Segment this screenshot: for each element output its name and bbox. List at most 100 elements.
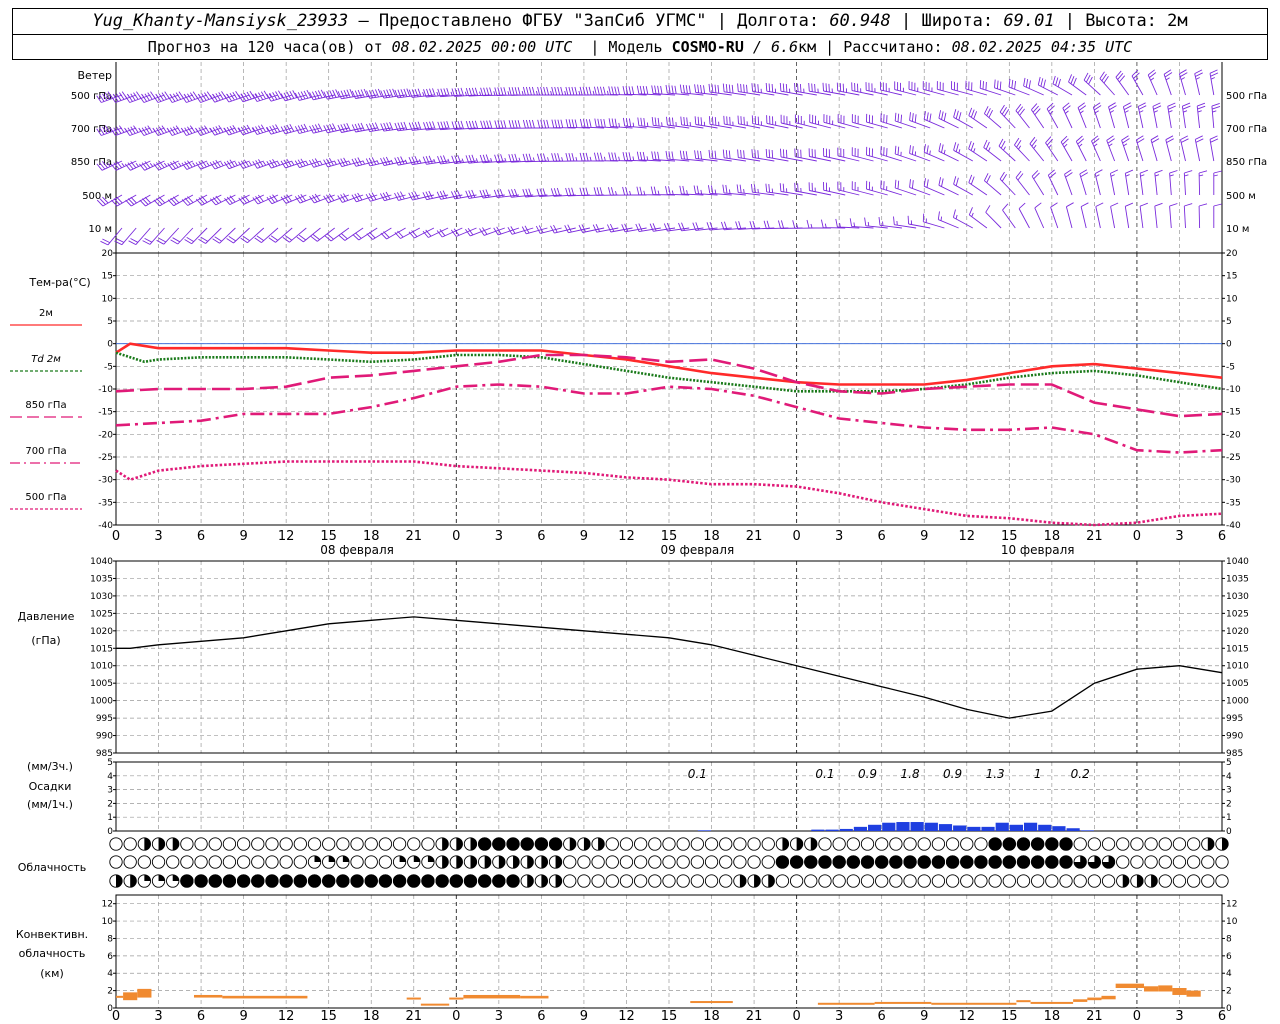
wind-level-label-right: 700 гПа (1226, 124, 1267, 135)
wind-barb (1213, 170, 1222, 195)
y-tick-label-left: 0 (107, 1004, 113, 1014)
conv-x-tick-label: 6 (197, 1009, 205, 1024)
y-tick-label-right: 1020 (1226, 627, 1249, 637)
wind-barb (636, 186, 661, 196)
day-label: 09 февраля (661, 543, 735, 557)
y-tick-label-right: -15 (1226, 408, 1241, 418)
wind-barb (1183, 170, 1193, 196)
cloud-cover-fill (782, 837, 789, 851)
wind-barb (1180, 135, 1189, 162)
wind-level-label-right: 500 м (1226, 191, 1256, 202)
cloud-cover-symbol (619, 837, 634, 851)
wind-barb (968, 140, 988, 162)
cloud-cover-fill (328, 855, 335, 862)
wind-barb (998, 138, 1016, 162)
wind-barb (866, 180, 888, 196)
wind-barb (238, 90, 264, 103)
wind-barb (808, 82, 832, 96)
legend-t2m: 2м (10, 308, 82, 326)
cloud-cover-symbol (151, 855, 166, 869)
wind-level-label: 500 гПа (71, 91, 112, 102)
wind-barb (551, 86, 576, 96)
convective-bar (137, 988, 152, 998)
wind-barb (238, 124, 264, 136)
wind-barb (879, 81, 903, 96)
cloud-cover-fill (754, 874, 761, 888)
conv-axis-unit: (км) (40, 967, 64, 980)
wind-barb (294, 158, 321, 169)
wind-barbs-row (100, 202, 1222, 246)
cloud-cover-fill (583, 837, 591, 851)
precip-3h-label: 0.2 (1071, 767, 1090, 781)
cloud-cover-symbol (1087, 837, 1102, 851)
wind-barb (594, 118, 619, 129)
temp-x-tick-label: 9 (239, 529, 247, 544)
cloud-cover-fill (1222, 837, 1229, 851)
wind-barb (880, 180, 903, 196)
cloud-cover-fill (1122, 874, 1129, 888)
wind-barb (167, 194, 194, 207)
wind-barb (507, 226, 534, 235)
wind-barb (96, 91, 123, 103)
wind-barb (866, 113, 888, 129)
cloud-cover-symbol (690, 855, 705, 869)
precip-bar (853, 826, 868, 831)
wind-barb (823, 114, 846, 129)
wind-barb (170, 227, 194, 245)
wind-barb (537, 119, 562, 129)
cloud-cover-fill (1102, 855, 1115, 869)
wind-barb (1080, 202, 1089, 229)
cloud-cover-symbol (832, 837, 846, 851)
convective-bar (1158, 985, 1173, 992)
convective-bar (931, 1002, 1017, 1005)
model-res-unit: км (798, 38, 817, 56)
wind-barb (1108, 102, 1117, 129)
wind-barb (751, 149, 775, 162)
cloud-panel: Облачность (18, 837, 1229, 888)
cloud-cover-fill (598, 837, 605, 851)
wind-barb (394, 121, 420, 132)
cloud-cover-fill (1002, 855, 1016, 869)
wind-barb (893, 216, 917, 229)
wind-barb (139, 160, 165, 171)
wind-barb (465, 154, 491, 164)
cloud-cover-fill (478, 874, 492, 888)
convective-bar (116, 995, 124, 998)
wind-barb (722, 149, 746, 162)
wind-barb (878, 217, 902, 229)
wind-barb (722, 184, 746, 196)
wind-barb (678, 222, 704, 232)
wind-barb (938, 177, 959, 196)
wind-barb (309, 123, 335, 134)
cloud-cover-fill (427, 855, 435, 862)
provider-text: – Предоставлено ФГБУ "ЗапСиб УГМС" (358, 11, 707, 31)
wind-barb (766, 115, 789, 129)
cloud-cover-fill (442, 837, 449, 851)
pressure-panel: 1040 1040 1035 1035 1030 1030 1025 1025 1020 1020… (18, 557, 1250, 759)
wind-barb (606, 223, 633, 233)
wind-barb (1034, 202, 1045, 229)
convective-bar (1087, 997, 1102, 1001)
temp-series-t700 (115, 383, 1223, 454)
y-tick-label-left: 15 (102, 272, 113, 282)
cloud-cover-symbol (350, 837, 364, 851)
wind-barb (1079, 169, 1089, 196)
wind-barb (153, 91, 179, 103)
conv-x-tick-label: 18 (1044, 1009, 1061, 1024)
wind-barb (849, 218, 874, 229)
precip-panel: 5 5 4 4 3 3 2 2 1 1 0 0 (мм/3ч.) Осадки (мм/1ч.) 0.1 0.1… (27, 758, 1232, 837)
y-tick-label-left: -10 (98, 385, 113, 395)
temp-x-tick-label: 3 (1175, 529, 1183, 544)
cloud-cover-fill (739, 874, 747, 888)
wind-barb (223, 91, 250, 103)
cloud-cover-symbol (917, 837, 931, 851)
wind-barb (693, 185, 718, 196)
y-tick-label-right: 15 (1226, 272, 1237, 282)
wind-barb (323, 123, 349, 134)
wind-barb (408, 156, 434, 166)
conv-axis-label: Конвективн. (16, 928, 88, 941)
precip-3h-label: 1 (1034, 767, 1042, 781)
wind-barb (380, 191, 406, 202)
wind-barb (366, 227, 392, 240)
cloud-cover-symbol (421, 837, 435, 851)
